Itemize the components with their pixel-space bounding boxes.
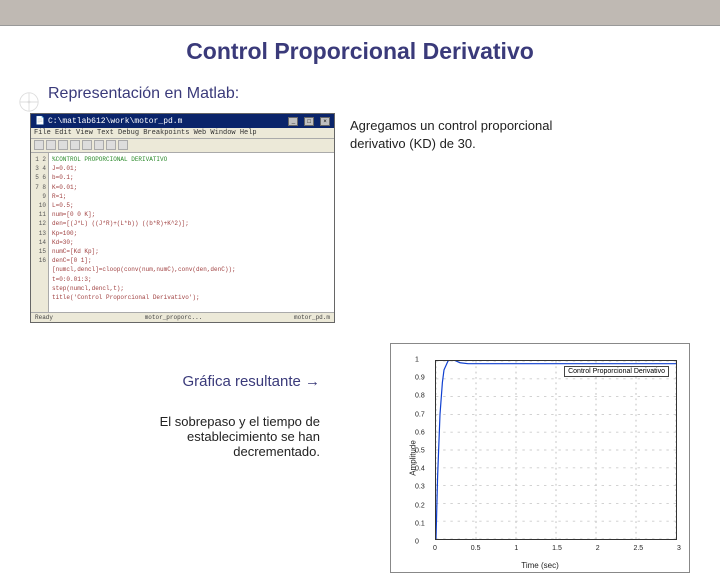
editor-statusbar: Ready motor_proporc... motor_pd.m bbox=[31, 312, 334, 322]
lower-line3: decrementado. bbox=[30, 444, 320, 459]
right-description: Agregamos un control proporcional deriva… bbox=[350, 113, 552, 323]
subtitle: Representación en Matlab: bbox=[48, 85, 720, 103]
right-text-line2: derivativo (KD) de 30. bbox=[350, 135, 552, 153]
toolbar-button[interactable] bbox=[82, 140, 92, 150]
close-button[interactable]: × bbox=[320, 117, 330, 126]
x-tick: 0.5 bbox=[471, 545, 481, 552]
slide-top-bar bbox=[0, 0, 720, 26]
toolbar-button[interactable] bbox=[106, 140, 116, 150]
editor-body: 1 2 3 4 5 6 7 8 9 10 11 12 13 14 15 16 %… bbox=[31, 153, 334, 312]
matlab-editor-window: 📄 C:\matlab612\work\motor_pd.m _ □ × Fil… bbox=[30, 113, 335, 323]
status-tab2[interactable]: motor_pd.m bbox=[294, 314, 330, 321]
lower-line2: establecimiento se han bbox=[30, 429, 320, 444]
subtitle-text: Representación en Matlab: bbox=[48, 85, 239, 102]
maximize-button[interactable]: □ bbox=[304, 117, 314, 126]
editor-icon: 📄 bbox=[35, 116, 45, 126]
x-tick: 2 bbox=[596, 545, 600, 552]
x-tick: 0 bbox=[433, 545, 437, 552]
y-tick: 0.4 bbox=[415, 466, 425, 473]
grafica-label: Gráfica resultante → bbox=[30, 373, 320, 390]
code-area[interactable]: %CONTROL PROPORCIONAL DERIVATIVOJ=0.01;b… bbox=[49, 153, 334, 312]
y-tick: 0.7 bbox=[415, 411, 425, 418]
x-tick: 1.5 bbox=[552, 545, 562, 552]
content-row: 📄 C:\matlab612\work\motor_pd.m _ □ × Fil… bbox=[0, 113, 720, 323]
x-axis-label: Time (sec) bbox=[521, 561, 558, 570]
y-tick: 0.8 bbox=[415, 393, 425, 400]
response-chart: Control Proporcional Derivativo Amplitud… bbox=[390, 343, 690, 573]
chart-svg bbox=[436, 361, 676, 539]
window-buttons: _ □ × bbox=[287, 117, 330, 126]
toolbar-button[interactable] bbox=[118, 140, 128, 150]
y-tick: 0.5 bbox=[415, 448, 425, 455]
x-tick: 3 bbox=[677, 545, 681, 552]
x-tick: 2.5 bbox=[633, 545, 643, 552]
slide-title: Control Proporcional Derivativo bbox=[0, 38, 720, 65]
toolbar-button[interactable] bbox=[58, 140, 68, 150]
plot-area bbox=[435, 360, 677, 540]
y-tick: 0.1 bbox=[415, 520, 425, 527]
lower-text-block: Gráfica resultante → El sobrepaso y el t… bbox=[30, 343, 320, 573]
y-tick: 0.2 bbox=[415, 502, 425, 509]
status-tab1[interactable]: motor_proporc... bbox=[145, 314, 203, 321]
chart-legend-box: Control Proporcional Derivativo bbox=[564, 366, 669, 377]
y-tick: 0.6 bbox=[415, 429, 425, 436]
compass-icon bbox=[18, 91, 40, 113]
editor-menubar[interactable]: File Edit View Text Debug Breakpoints We… bbox=[31, 128, 334, 139]
y-tick: 0.9 bbox=[415, 375, 425, 382]
toolbar-button[interactable] bbox=[94, 140, 104, 150]
lower-row: Gráfica resultante → El sobrepaso y el t… bbox=[0, 343, 720, 573]
y-tick: 0.3 bbox=[415, 484, 425, 491]
editor-title-path: C:\matlab612\work\motor_pd.m bbox=[45, 117, 287, 126]
editor-toolbar[interactable] bbox=[31, 139, 334, 153]
status-ready: Ready bbox=[35, 314, 53, 321]
y-tick: 1 bbox=[415, 357, 419, 364]
minimize-button[interactable]: _ bbox=[288, 117, 298, 126]
toolbar-button[interactable] bbox=[46, 140, 56, 150]
line-gutter: 1 2 3 4 5 6 7 8 9 10 11 12 13 14 15 16 bbox=[31, 153, 49, 312]
toolbar-button[interactable] bbox=[70, 140, 80, 150]
right-text-line1: Agregamos un control proporcional bbox=[350, 117, 552, 135]
toolbar-button[interactable] bbox=[34, 140, 44, 150]
editor-titlebar[interactable]: 📄 C:\matlab612\work\motor_pd.m _ □ × bbox=[31, 114, 334, 128]
x-tick: 1 bbox=[514, 545, 518, 552]
lower-line1: El sobrepaso y el tiempo de bbox=[30, 414, 320, 429]
